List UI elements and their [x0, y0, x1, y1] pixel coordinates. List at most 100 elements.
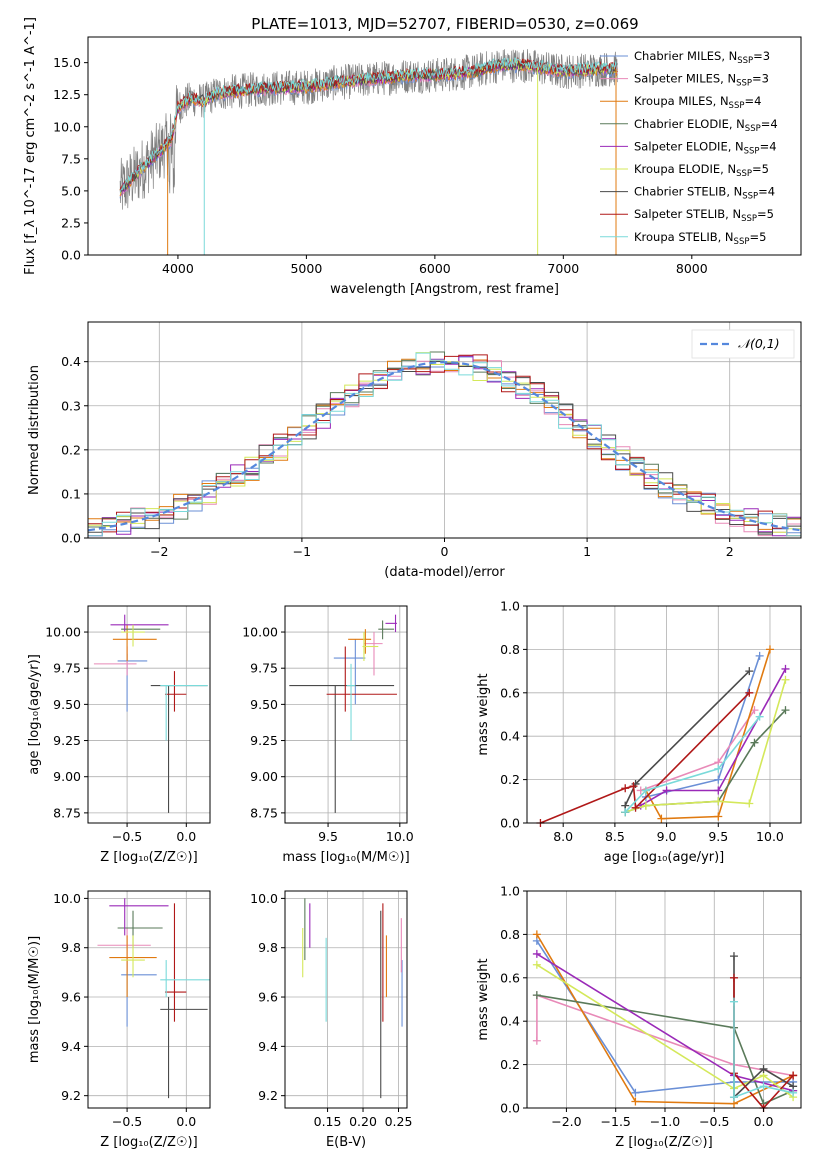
y-tick-label: 9.25: [53, 733, 81, 748]
x-axis-label: mass [log₁₀(M/M☉)]: [282, 850, 409, 865]
axes-frame: [87, 36, 802, 256]
legend-label-kroupa_miles: Kroupa MILES, NSSP=4: [634, 94, 761, 111]
series-marker-kroupa_stelib: [755, 712, 764, 721]
y-tick-label: 0.3: [61, 398, 81, 413]
axes-mass_vs_EBV: [285, 891, 407, 1108]
legend-label-kroupa_stelib: Kroupa STELIB, NSSP=5: [634, 230, 766, 247]
series-marker-kroupa_miles: [657, 814, 666, 823]
y-tick-label: 9.75: [250, 661, 278, 676]
y-axis-label: mass [log₁₀(M/M☉)]: [27, 936, 42, 1063]
y-tick-label: 9.50: [53, 697, 81, 712]
series-marker-kroupa_stelib: [759, 1082, 768, 1091]
series-marker-kroupa_elodie: [781, 675, 790, 684]
series-marker-kroupa_stelib: [641, 786, 650, 795]
y-axis-label: age [log₁₀(age/yr)]: [27, 654, 42, 775]
series-marker-kroupa_miles: [765, 645, 774, 654]
legend-label-chabrier_elodie: Chabrier ELODIE, NSSP=4: [634, 117, 778, 134]
y-tick-label: 9.8: [61, 940, 81, 955]
axes-frame: [87, 605, 211, 824]
series-line-kroupa_stelib: [624, 716, 761, 813]
series-marker-chabrier_miles: [714, 775, 723, 784]
axes-age_vs_mass: [285, 606, 407, 823]
x-tick-label: −1.5: [601, 1114, 631, 1129]
data-spectrum-line: [119, 49, 618, 210]
y-tick-label: 5.0: [61, 183, 81, 198]
y-tick-label: 0.6: [500, 970, 520, 985]
series-line-chabrier_elodie: [536, 994, 794, 1105]
y-tick-label: 0.4: [500, 1014, 520, 1029]
x-tick-label: 0: [441, 544, 449, 559]
series-marker-salpeter_miles: [532, 1036, 541, 1045]
y-tick-label: 10.0: [53, 891, 81, 906]
x-tick-label: 0.0: [176, 829, 196, 844]
series-marker-salpeter_elodie: [714, 786, 723, 795]
y-tick-label: 9.4: [61, 1039, 81, 1054]
series-marker-salpeter_elodie: [781, 664, 790, 673]
x-axis-label: (data-model)/error: [384, 565, 505, 580]
legend-label-chabrier_miles: Chabrier MILES, NSSP=3: [634, 49, 770, 66]
axes-mass_vs_Z: [88, 891, 210, 1108]
y-tick-label: 9.25: [250, 733, 278, 748]
x-tick-label: 10.0: [386, 829, 414, 844]
axes-frame: [284, 605, 408, 824]
y-tick-label: 9.4: [258, 1039, 278, 1054]
axes-frame: [87, 890, 211, 1109]
legend-label-salpeter_stelib: Salpeter STELIB, NSSP=5: [634, 207, 774, 224]
x-tick-label: 8.5: [605, 829, 625, 844]
y-tick-label: 2.5: [61, 215, 81, 230]
series-marker-kroupa_miles: [631, 1097, 640, 1106]
x-tick-label: 9.5: [708, 829, 728, 844]
series-marker-chabrier_elodie: [781, 706, 790, 715]
x-tick-label: −0.5: [112, 829, 142, 844]
series-marker-salpeter_stelib: [789, 1071, 798, 1080]
y-tick-label: 0.0: [61, 531, 81, 546]
y-tick-label: 12.5: [53, 87, 81, 102]
x-axis-label: age [log₁₀(age/yr)]: [604, 850, 725, 865]
series-marker-salpeter_stelib: [729, 973, 738, 982]
y-tick-label: 10.00: [45, 625, 81, 640]
legend-label-salpeter_elodie: Salpeter ELODIE, NSSP=4: [634, 139, 777, 156]
series-marker-kroupa_stelib: [729, 1093, 738, 1102]
x-axis-label: wavelength [Angstrom, rest frame]: [330, 282, 559, 297]
y-tick-label: 0.0: [61, 248, 81, 263]
axes-frame: [526, 890, 802, 1109]
y-tick-label: 15.0: [53, 55, 81, 70]
y-tick-label: 0.2: [61, 442, 81, 457]
series-marker-salpeter_elodie: [532, 949, 541, 958]
series-line-salpeter_elodie: [640, 668, 787, 807]
legend-label-salpeter_miles: Salpeter MILES, NSSP=3: [634, 72, 769, 89]
x-axis-label: Z [log₁₀(Z/Z☉)]: [100, 850, 197, 865]
histogram-step-kroupa_stelib: [88, 352, 801, 537]
series-marker-chabrier_stelib: [759, 1064, 768, 1073]
x-tick-label: −0.5: [699, 1114, 729, 1129]
y-axis-label: Flux [f_λ 10^-17 erg cm^-2 s^-1 A^-1]: [23, 17, 38, 275]
x-tick-label: 1: [583, 544, 591, 559]
x-tick-label: −0.5: [112, 1114, 142, 1129]
y-tick-label: 7.5: [61, 151, 81, 166]
y-tick-label: 9.6: [61, 990, 81, 1005]
y-tick-label: 9.00: [250, 769, 278, 784]
series-marker-salpeter_stelib: [631, 803, 640, 812]
y-tick-label: 8.75: [250, 805, 278, 820]
series-marker-chabrier_miles: [631, 1088, 640, 1097]
series-marker-salpeter_stelib: [629, 782, 638, 791]
x-tick-label: 0.20: [349, 1114, 377, 1129]
y-tick-label: 9.00: [53, 769, 81, 784]
x-tick-label: 6000: [419, 261, 451, 276]
y-tick-label: 0.0: [500, 816, 520, 831]
x-tick-label: 9.5: [318, 829, 338, 844]
series-line-kroupa_elodie: [624, 679, 787, 813]
y-tick-label: 1.0: [500, 599, 520, 614]
x-tick-label: −1: [293, 544, 311, 559]
y-tick-label: 0.6: [500, 685, 520, 700]
axes-age_vs_Z: [88, 606, 210, 823]
y-tick-label: 9.50: [250, 697, 278, 712]
x-tick-label: 10.0: [756, 829, 784, 844]
x-axis-label: Z [log₁₀(Z/Z☉)]: [100, 1135, 197, 1150]
series-marker-kroupa_stelib: [789, 1088, 798, 1097]
y-tick-label: 10.00: [242, 625, 278, 640]
series-marker-chabrier_elodie: [750, 738, 759, 747]
y-tick-label: 0.8: [500, 927, 520, 942]
y-axis-label: Normed distribution: [27, 365, 42, 495]
